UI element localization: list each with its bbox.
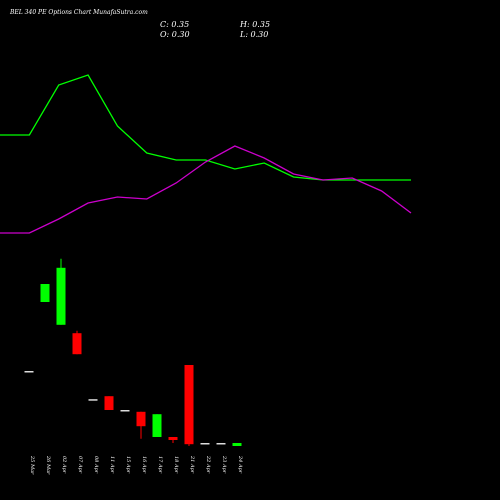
open-label: O: 0.30: [160, 30, 190, 39]
candle-body: [168, 437, 178, 440]
chart-title: BEL 340 PE Options Chart MunafaSutra.com: [9, 9, 148, 16]
high-label: H: 0.35: [239, 20, 270, 29]
x-tick-label: 11 Apr: [109, 456, 115, 474]
close-label: C: 0.35: [160, 20, 189, 29]
candle-body: [200, 443, 210, 445]
low-label: L: 0.30: [239, 30, 268, 39]
x-tick-label: 25 Mar: [29, 455, 35, 475]
x-tick-label: 22 Apr: [205, 455, 211, 474]
x-tick-label: 18 Apr: [173, 456, 179, 474]
x-tick-label: 15 Apr: [125, 456, 131, 474]
candle-body: [120, 410, 130, 412]
x-tick-label: 21 Apr: [189, 455, 195, 474]
candle-body: [72, 333, 82, 355]
line-series: [0, 145, 412, 234]
x-tick-label: 16 Apr: [141, 456, 147, 474]
candle-body: [136, 411, 146, 427]
x-tick-label: 17 Apr: [157, 456, 163, 474]
candle-body: [56, 267, 66, 325]
x-tick-label: 08 Apr: [93, 456, 99, 474]
line-series: [0, 74, 411, 181]
candle-body: [104, 396, 114, 410]
candle-body: [24, 371, 34, 373]
x-tick-label: 07 Apr: [77, 456, 83, 474]
x-tick-label: 23 Apr: [221, 455, 227, 474]
x-tick-label: 24 Apr: [237, 455, 243, 474]
x-tick-label: 02 Apr: [61, 456, 67, 474]
candle-body: [40, 284, 50, 302]
candle-body: [216, 443, 226, 445]
candle-body: [232, 443, 242, 446]
candle-body: [184, 365, 194, 445]
candle-body: [152, 414, 162, 437]
candle-body: [88, 399, 98, 401]
x-tick-label: 26 Mar: [45, 455, 51, 475]
